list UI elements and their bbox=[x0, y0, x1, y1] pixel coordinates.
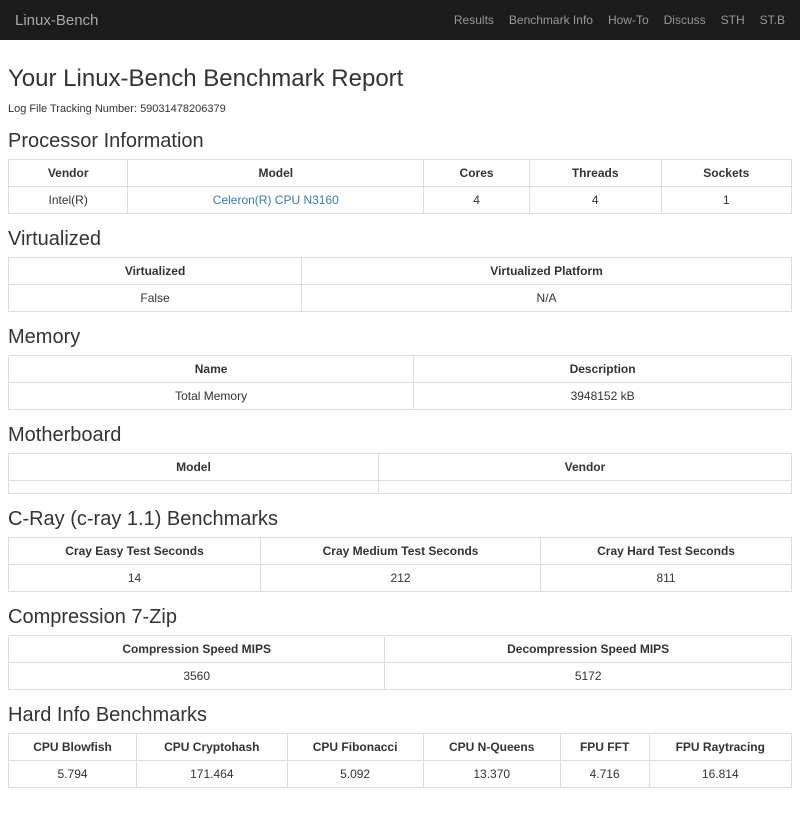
nav-link-discuss[interactable]: Discuss bbox=[664, 13, 706, 27]
th-blowfish: CPU Blowfish bbox=[9, 734, 137, 761]
td-threads: 4 bbox=[529, 187, 661, 214]
nav-link-benchmark-info[interactable]: Benchmark Info bbox=[509, 13, 593, 27]
th-sockets: Sockets bbox=[661, 160, 791, 187]
td-cryptohash: 171.464 bbox=[137, 761, 287, 788]
memory-heading: Memory bbox=[8, 326, 792, 349]
th-fibonacci: CPU Fibonacci bbox=[287, 734, 423, 761]
td-raytracing: 16.814 bbox=[649, 761, 791, 788]
th-cray-medium: Cray Medium Test Seconds bbox=[261, 538, 541, 565]
p7zip-table: Compression Speed MIPS Decompression Spe… bbox=[8, 635, 792, 690]
page-title: Your Linux-Bench Benchmark Report bbox=[8, 65, 792, 93]
th-cryptohash: CPU Cryptohash bbox=[137, 734, 287, 761]
th-cray-easy: Cray Easy Test Seconds bbox=[9, 538, 261, 565]
cray-table: Cray Easy Test Seconds Cray Medium Test … bbox=[8, 537, 792, 592]
td-compress: 3560 bbox=[9, 663, 385, 690]
motherboard-table: Model Vendor bbox=[8, 453, 792, 494]
p7zip-heading: Compression 7-Zip bbox=[8, 606, 792, 629]
table-row: 5.794 171.464 5.092 13.370 4.716 16.814 bbox=[9, 761, 792, 788]
navbar-right: Results Benchmark Info How-To Discuss ST… bbox=[454, 13, 785, 27]
th-cray-hard: Cray Hard Test Seconds bbox=[541, 538, 792, 565]
table-row: False N/A bbox=[9, 285, 792, 312]
navbar: Linux-Bench Results Benchmark Info How-T… bbox=[0, 0, 800, 40]
model-link[interactable]: Celeron(R) CPU N3160 bbox=[213, 193, 339, 207]
th-mem-name: Name bbox=[9, 356, 414, 383]
td-model: Celeron(R) CPU N3160 bbox=[128, 187, 424, 214]
td-fibonacci: 5.092 bbox=[287, 761, 423, 788]
td-mem-name: Total Memory bbox=[9, 383, 414, 410]
cray-heading: C-Ray (c-ray 1.1) Benchmarks bbox=[8, 508, 792, 531]
tracking-line: Log File Tracking Number: 59031478206379 bbox=[8, 103, 792, 115]
th-mem-desc: Description bbox=[414, 356, 792, 383]
td-cray-medium: 212 bbox=[261, 565, 541, 592]
nav-link-results[interactable]: Results bbox=[454, 13, 494, 27]
table-row: 3560 5172 bbox=[9, 663, 792, 690]
processor-table: Vendor Model Cores Threads Sockets Intel… bbox=[8, 159, 792, 214]
td-sockets: 1 bbox=[661, 187, 791, 214]
td-fft: 4.716 bbox=[560, 761, 649, 788]
td-blowfish: 5.794 bbox=[9, 761, 137, 788]
table-row: Intel(R) Celeron(R) CPU N3160 4 4 1 bbox=[9, 187, 792, 214]
table-row: 14 212 811 bbox=[9, 565, 792, 592]
motherboard-heading: Motherboard bbox=[8, 424, 792, 447]
td-mb-model bbox=[9, 481, 379, 494]
th-mb-model: Model bbox=[9, 454, 379, 481]
td-vendor: Intel(R) bbox=[9, 187, 128, 214]
virtualized-heading: Virtualized bbox=[8, 228, 792, 251]
navbar-brand[interactable]: Linux-Bench bbox=[15, 12, 98, 29]
td-mem-desc: 3948152 kB bbox=[414, 383, 792, 410]
tracking-label: Log File Tracking Number: bbox=[8, 103, 137, 115]
td-nqueens: 13.370 bbox=[423, 761, 560, 788]
th-decompress: Decompression Speed MIPS bbox=[385, 636, 792, 663]
th-compress: Compression Speed MIPS bbox=[9, 636, 385, 663]
th-fft: FPU FFT bbox=[560, 734, 649, 761]
th-vendor: Vendor bbox=[9, 160, 128, 187]
main-container: Your Linux-Bench Benchmark Report Log Fi… bbox=[0, 40, 800, 822]
td-decompress: 5172 bbox=[385, 663, 792, 690]
th-cores: Cores bbox=[424, 160, 530, 187]
th-model: Model bbox=[128, 160, 424, 187]
hardinfo-heading: Hard Info Benchmarks bbox=[8, 704, 792, 727]
virtualized-table: Virtualized Virtualized Platform False N… bbox=[8, 257, 792, 312]
table-row: Total Memory 3948152 kB bbox=[9, 383, 792, 410]
processor-heading: Processor Information bbox=[8, 130, 792, 153]
th-platform: Virtualized Platform bbox=[302, 258, 792, 285]
td-virtualized: False bbox=[9, 285, 302, 312]
td-cray-hard: 811 bbox=[541, 565, 792, 592]
hardinfo-table: CPU Blowfish CPU Cryptohash CPU Fibonacc… bbox=[8, 733, 792, 788]
th-nqueens: CPU N-Queens bbox=[423, 734, 560, 761]
td-platform: N/A bbox=[302, 285, 792, 312]
nav-link-stb[interactable]: ST.B bbox=[760, 13, 785, 27]
td-cores: 4 bbox=[424, 187, 530, 214]
nav-link-sth[interactable]: STH bbox=[721, 13, 745, 27]
memory-table: Name Description Total Memory 3948152 kB bbox=[8, 355, 792, 410]
th-virtualized: Virtualized bbox=[9, 258, 302, 285]
th-threads: Threads bbox=[529, 160, 661, 187]
td-cray-easy: 14 bbox=[9, 565, 261, 592]
td-mb-vendor bbox=[378, 481, 791, 494]
th-raytracing: FPU Raytracing bbox=[649, 734, 791, 761]
tracking-number: 59031478206379 bbox=[140, 103, 226, 115]
table-row bbox=[9, 481, 792, 494]
th-mb-vendor: Vendor bbox=[378, 454, 791, 481]
nav-link-how-to[interactable]: How-To bbox=[608, 13, 649, 27]
